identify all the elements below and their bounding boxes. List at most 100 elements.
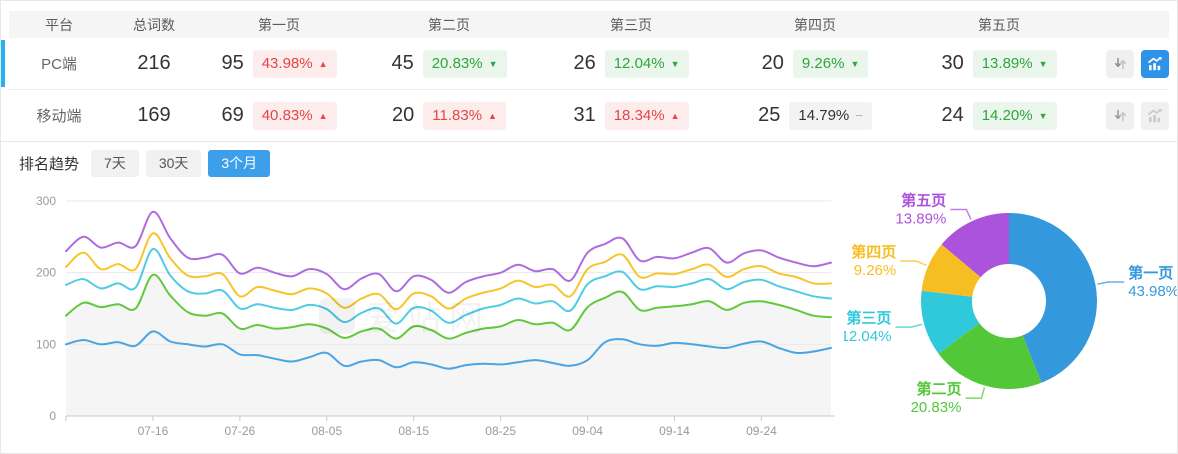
change-percent: 13.89%: [981, 54, 1033, 72]
change-badge: 9.26% ▼: [792, 49, 869, 78]
donut-leader-line: [965, 387, 986, 399]
x-axis-label: 09-24: [746, 424, 777, 438]
x-axis-label: 08-25: [485, 424, 516, 438]
bar-chart-trend-icon: [1148, 108, 1162, 122]
y-axis-label: 0: [49, 409, 56, 423]
tab-30days[interactable]: 30天: [145, 149, 202, 177]
change-percent: 18.34%: [613, 106, 665, 124]
change-badge: 20.83% ▼: [422, 49, 507, 78]
page1-cell: 95 43.98% ▲: [199, 49, 359, 78]
line-series[interactable]: [65, 210, 832, 294]
selected-row-indicator: [1, 40, 5, 87]
change-badge: 11.83% ▲: [423, 101, 506, 130]
donut-leader-line: [895, 323, 923, 328]
page-count: 26: [573, 52, 596, 74]
page2-cell: 20 11.83% ▲: [359, 101, 539, 130]
page-count: 95: [221, 52, 244, 74]
donut-slice[interactable]: [938, 323, 1042, 389]
change-badge: 14.79% −: [789, 101, 872, 130]
trend-arrow-icon: ▲: [318, 58, 328, 69]
x-axis: 07-16 07-26 08-05 08-15 08-25 09-04 09-14 09-24: [65, 415, 835, 438]
chart-toggle-button[interactable]: [1141, 49, 1169, 78]
donut-slice[interactable]: [941, 213, 1009, 278]
x-axis-label: 09-04: [572, 424, 603, 438]
page3-cell: 26 12.04% ▼: [539, 49, 723, 78]
donut-label: 第四页 9.26%: [851, 243, 896, 279]
page4-cell: 25 14.79% −: [723, 101, 907, 130]
x-axis-label: 09-14: [659, 424, 690, 438]
trend-arrow-icon: −: [855, 107, 863, 123]
table-header: 平台 总词数 第一页 第二页 第三页 第四页 第五页: [9, 11, 1169, 38]
line-chart-canvas: 0 100 200 300 07-16 07-26 08-05 08-15 08-25 09-04…: [36, 194, 835, 438]
donut-label: 第三页 12.04%: [844, 309, 891, 345]
page2-cell: 45 20.83% ▼: [359, 49, 539, 78]
total-words-value: 169: [137, 104, 171, 126]
page-count: 24: [941, 104, 964, 126]
donut-leader-line: [900, 260, 927, 267]
x-axis-label: 07-26: [225, 424, 256, 438]
change-badge: 14.20% ▼: [972, 101, 1057, 130]
page1-cell: 69 40.83% ▲: [199, 101, 359, 130]
section-divider: [1, 141, 1177, 142]
page-count: 31: [573, 104, 596, 126]
y-axis-label: 200: [36, 266, 56, 280]
page3-cell: 31 18.34% ▲: [539, 101, 723, 130]
page5-cell: 24 14.20% ▼: [907, 101, 1091, 130]
bar-chart-trend-icon: [1148, 56, 1162, 70]
y-axis-label: 100: [36, 337, 56, 351]
col-header-page3: 第三页: [610, 16, 652, 33]
line-series[interactable]: [65, 330, 832, 370]
col-header-page2: 第二页: [428, 16, 470, 33]
trend-arrow-icon: ▲: [488, 110, 497, 121]
page-distribution-donut-chart[interactable]: 第一页 43.98% 第二页 20.83% 第三页 12.04% 第四页 9.26% 第五页 13…: [841, 191, 1177, 441]
donut-label: 第二页 20.83%: [911, 380, 962, 416]
col-header-page4: 第四页: [794, 16, 836, 33]
area-fill-第二页: [66, 274, 831, 416]
page-count: 69: [221, 104, 244, 126]
x-axis-label: 08-05: [311, 424, 342, 438]
change-percent: 12.04%: [613, 54, 665, 72]
y-axis-label: 300: [36, 194, 56, 208]
change-badge: 40.83% ▲: [252, 101, 337, 130]
x-axis-label: 07-16: [138, 424, 169, 438]
col-header-total-words: 总词数: [133, 16, 175, 33]
grid: 0 100 200 300: [36, 194, 831, 423]
row-actions: [1091, 49, 1171, 78]
trend-section-title: 排名趋势: [19, 155, 80, 173]
change-percent: 14.20%: [981, 106, 1033, 124]
trend-arrow-icon: ▲: [670, 110, 680, 121]
page4-cell: 20 9.26% ▼: [723, 49, 907, 78]
change-percent: 11.83%: [432, 106, 483, 124]
rank-trend-line-chart[interactable]: 0 100 200 300 07-16 07-26 08-05 08-15 08-25 09-04…: [1, 186, 846, 451]
table-row-mobile[interactable]: 移动端 169 69 40.83% ▲ 20 11.83% ▲ 31 18.34% ▲…: [9, 90, 1169, 142]
donut-slice[interactable]: [921, 290, 980, 354]
trend-arrow-icon: ▼: [1038, 58, 1048, 69]
page-count: 25: [758, 104, 781, 126]
page-count: 20: [761, 52, 784, 74]
trend-arrow-icon: ▼: [488, 58, 498, 69]
line-series[interactable]: [65, 248, 832, 325]
sort-button[interactable]: [1106, 49, 1134, 78]
sort-button[interactable]: [1106, 101, 1134, 130]
trend-arrow-icon: ▼: [670, 58, 680, 69]
tab-3months[interactable]: 3个月: [208, 149, 271, 177]
sort-arrows-icon: [1114, 57, 1126, 70]
col-header-page1: 第一页: [258, 16, 300, 33]
page5-cell: 30 13.89% ▼: [907, 49, 1091, 78]
donut-slice[interactable]: [921, 244, 981, 297]
line-series[interactable]: [65, 232, 832, 311]
donut-slice[interactable]: [1009, 213, 1097, 383]
change-badge: 13.89% ▼: [972, 49, 1057, 78]
change-percent: 20.83%: [431, 54, 483, 72]
page-count: 30: [941, 52, 964, 74]
col-header-platform: 平台: [45, 16, 73, 33]
row-actions: [1091, 101, 1171, 130]
trend-section-header: 排名趋势 7天 30天 3个月: [19, 149, 277, 177]
total-words-value: 216: [137, 52, 171, 74]
table-row-pc[interactable]: PC端 216 95 43.98% ▲ 45 20.83% ▼ 26 12.04% ▼…: [1, 38, 1171, 90]
change-percent: 14.79%: [798, 106, 850, 124]
chart-toggle-button[interactable]: [1141, 101, 1169, 130]
line-series[interactable]: [65, 273, 832, 340]
tab-7days[interactable]: 7天: [91, 149, 139, 177]
